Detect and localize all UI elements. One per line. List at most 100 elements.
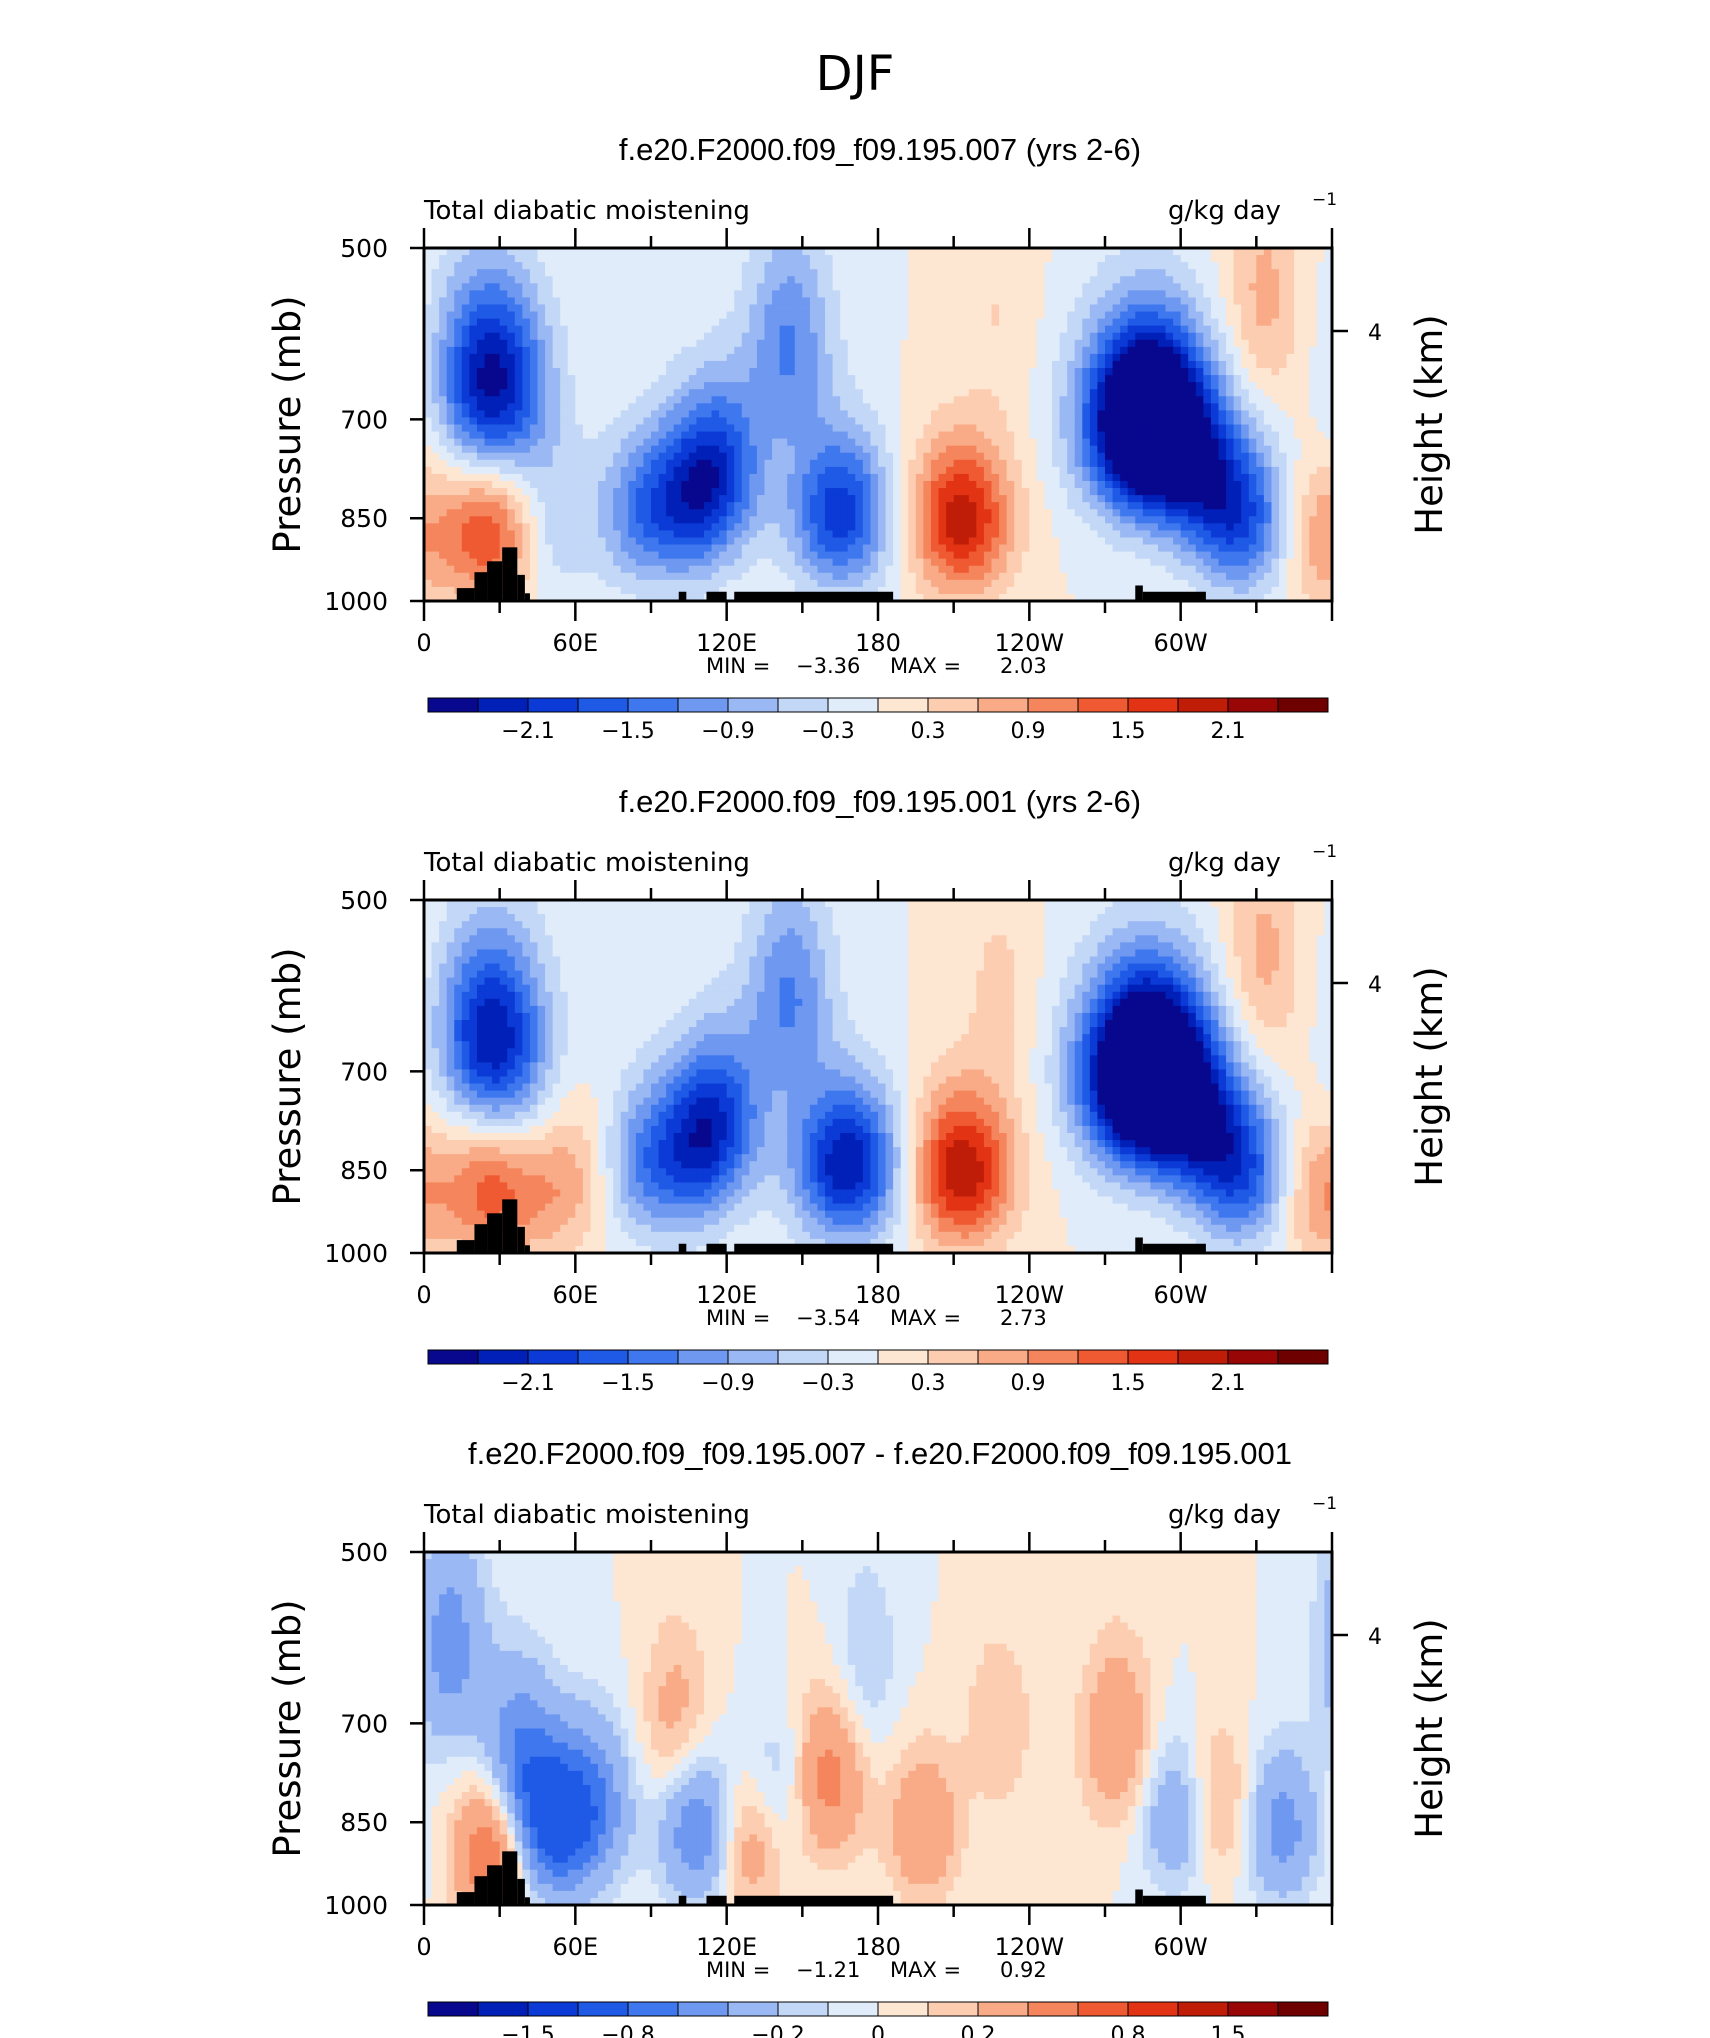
heatmap-cell: [1089, 438, 1099, 447]
heatmap-cell: [1173, 530, 1182, 539]
heatmap-cell: [514, 396, 523, 404]
heatmap-cell: [1021, 297, 1030, 306]
heatmap-cell: [1014, 368, 1023, 376]
heatmap-cell: [575, 417, 584, 426]
heatmap-cell: [1067, 558, 1076, 567]
heatmap-cell: [1097, 593, 1106, 602]
heatmap-cell: [529, 438, 539, 447]
heatmap-cell: [817, 290, 826, 299]
heatmap-cell: [613, 304, 622, 313]
heatmap-cell: [1089, 311, 1099, 320]
heatmap-cell: [1029, 544, 1038, 553]
heatmap-cell: [681, 459, 690, 468]
heatmap-cell: [688, 417, 697, 426]
heatmap-cell: [878, 403, 887, 411]
heatmap-cell: [431, 339, 440, 348]
heatmap-cell: [424, 565, 433, 574]
heatmap-cell: [1142, 438, 1151, 447]
heatmap-cell: [1165, 495, 1174, 503]
heatmap-cell: [1014, 424, 1023, 433]
heatmap-cell: [749, 283, 758, 291]
heatmap-cell: [439, 523, 448, 531]
heatmap-cell: [1006, 311, 1015, 320]
heatmap-cell: [605, 523, 614, 531]
heatmap-cell: [779, 318, 788, 327]
heatmap-cell: [900, 368, 909, 376]
heatmap-cell: [1127, 530, 1136, 539]
heatmap-cell: [1150, 558, 1159, 567]
heatmap-cell: [802, 572, 811, 581]
heatmap-cell: [461, 368, 470, 376]
heatmap-cell: [756, 255, 766, 263]
heatmap-cell: [1036, 537, 1046, 546]
heatmap-cell: [1082, 248, 1091, 256]
heatmap-cell: [734, 431, 743, 440]
heatmap-cell: [968, 276, 977, 284]
heatmap-cell: [983, 459, 993, 468]
heatmap-cell: [552, 466, 561, 475]
heatmap-cell: [703, 495, 713, 503]
heatmap-cell: [613, 593, 622, 602]
heatmap-cell: [938, 389, 947, 397]
heatmap-cell: [703, 537, 713, 546]
heatmap-cell: [953, 459, 962, 468]
heatmap-cell: [802, 360, 811, 369]
heatmap-cell: [507, 269, 516, 277]
heatmap-cell: [1059, 290, 1068, 299]
heatmap-cell: [1074, 558, 1083, 567]
heatmap-cell: [847, 269, 856, 277]
heatmap-cell: [1074, 473, 1083, 482]
heatmap-cell: [469, 389, 478, 397]
heatmap-cell: [590, 586, 599, 595]
heatmap-cell: [696, 438, 705, 447]
heatmap-cell: [1052, 544, 1061, 553]
heatmap-cell: [938, 375, 947, 383]
heatmap-cell: [484, 410, 493, 419]
heatmap-cell: [1165, 248, 1174, 256]
heatmap-cell: [726, 438, 735, 447]
heatmap-cell: [840, 389, 849, 397]
heatmap-cell: [809, 495, 819, 503]
heatmap-cell: [681, 537, 690, 546]
heatmap-cell: [1097, 396, 1106, 404]
heatmap-cell: [1089, 586, 1099, 595]
heatmap-cell: [779, 410, 788, 419]
heatmap-cell: [976, 283, 985, 291]
heatmap-cell: [711, 318, 720, 327]
heatmap-cell: [968, 516, 977, 524]
heatmap-cell: [1097, 403, 1106, 411]
heatmap-cell: [514, 353, 523, 362]
heatmap-cell: [1112, 544, 1121, 553]
heatmap-cell: [1021, 353, 1030, 362]
heatmap-cell: [507, 311, 516, 320]
heatmap-cell: [878, 360, 887, 369]
heatmap-cell: [1173, 255, 1182, 263]
heatmap-cell: [878, 353, 887, 362]
heatmap-cell: [605, 325, 614, 334]
heatmap-cell: [499, 530, 508, 539]
heatmap-cell: [794, 558, 803, 567]
heatmap-cell: [1142, 431, 1151, 440]
heatmap-cell: [847, 502, 856, 510]
heatmap-cell: [908, 360, 917, 369]
heatmap-cell: [1059, 480, 1068, 489]
heatmap-cell: [825, 283, 834, 291]
heatmap-cell: [552, 558, 561, 567]
heatmap-cell: [476, 290, 486, 299]
heatmap-cell: [643, 346, 652, 355]
heatmap-cell: [439, 389, 448, 397]
heatmap-cell: [1120, 410, 1129, 419]
heatmap-cell: [878, 290, 887, 299]
heatmap-cell: [726, 297, 735, 306]
heatmap-cell: [968, 346, 977, 355]
heatmap-cell: [893, 431, 902, 440]
heatmap-cell: [666, 544, 675, 553]
heatmap-cell: [643, 248, 652, 256]
heatmap-cell: [946, 248, 955, 256]
heatmap-cell: [779, 523, 788, 531]
heatmap-cell: [726, 431, 735, 440]
heatmap-cell: [893, 445, 902, 454]
heatmap-cell: [507, 360, 516, 369]
heatmap-cell: [605, 509, 614, 517]
heatmap-cell: [999, 516, 1008, 524]
